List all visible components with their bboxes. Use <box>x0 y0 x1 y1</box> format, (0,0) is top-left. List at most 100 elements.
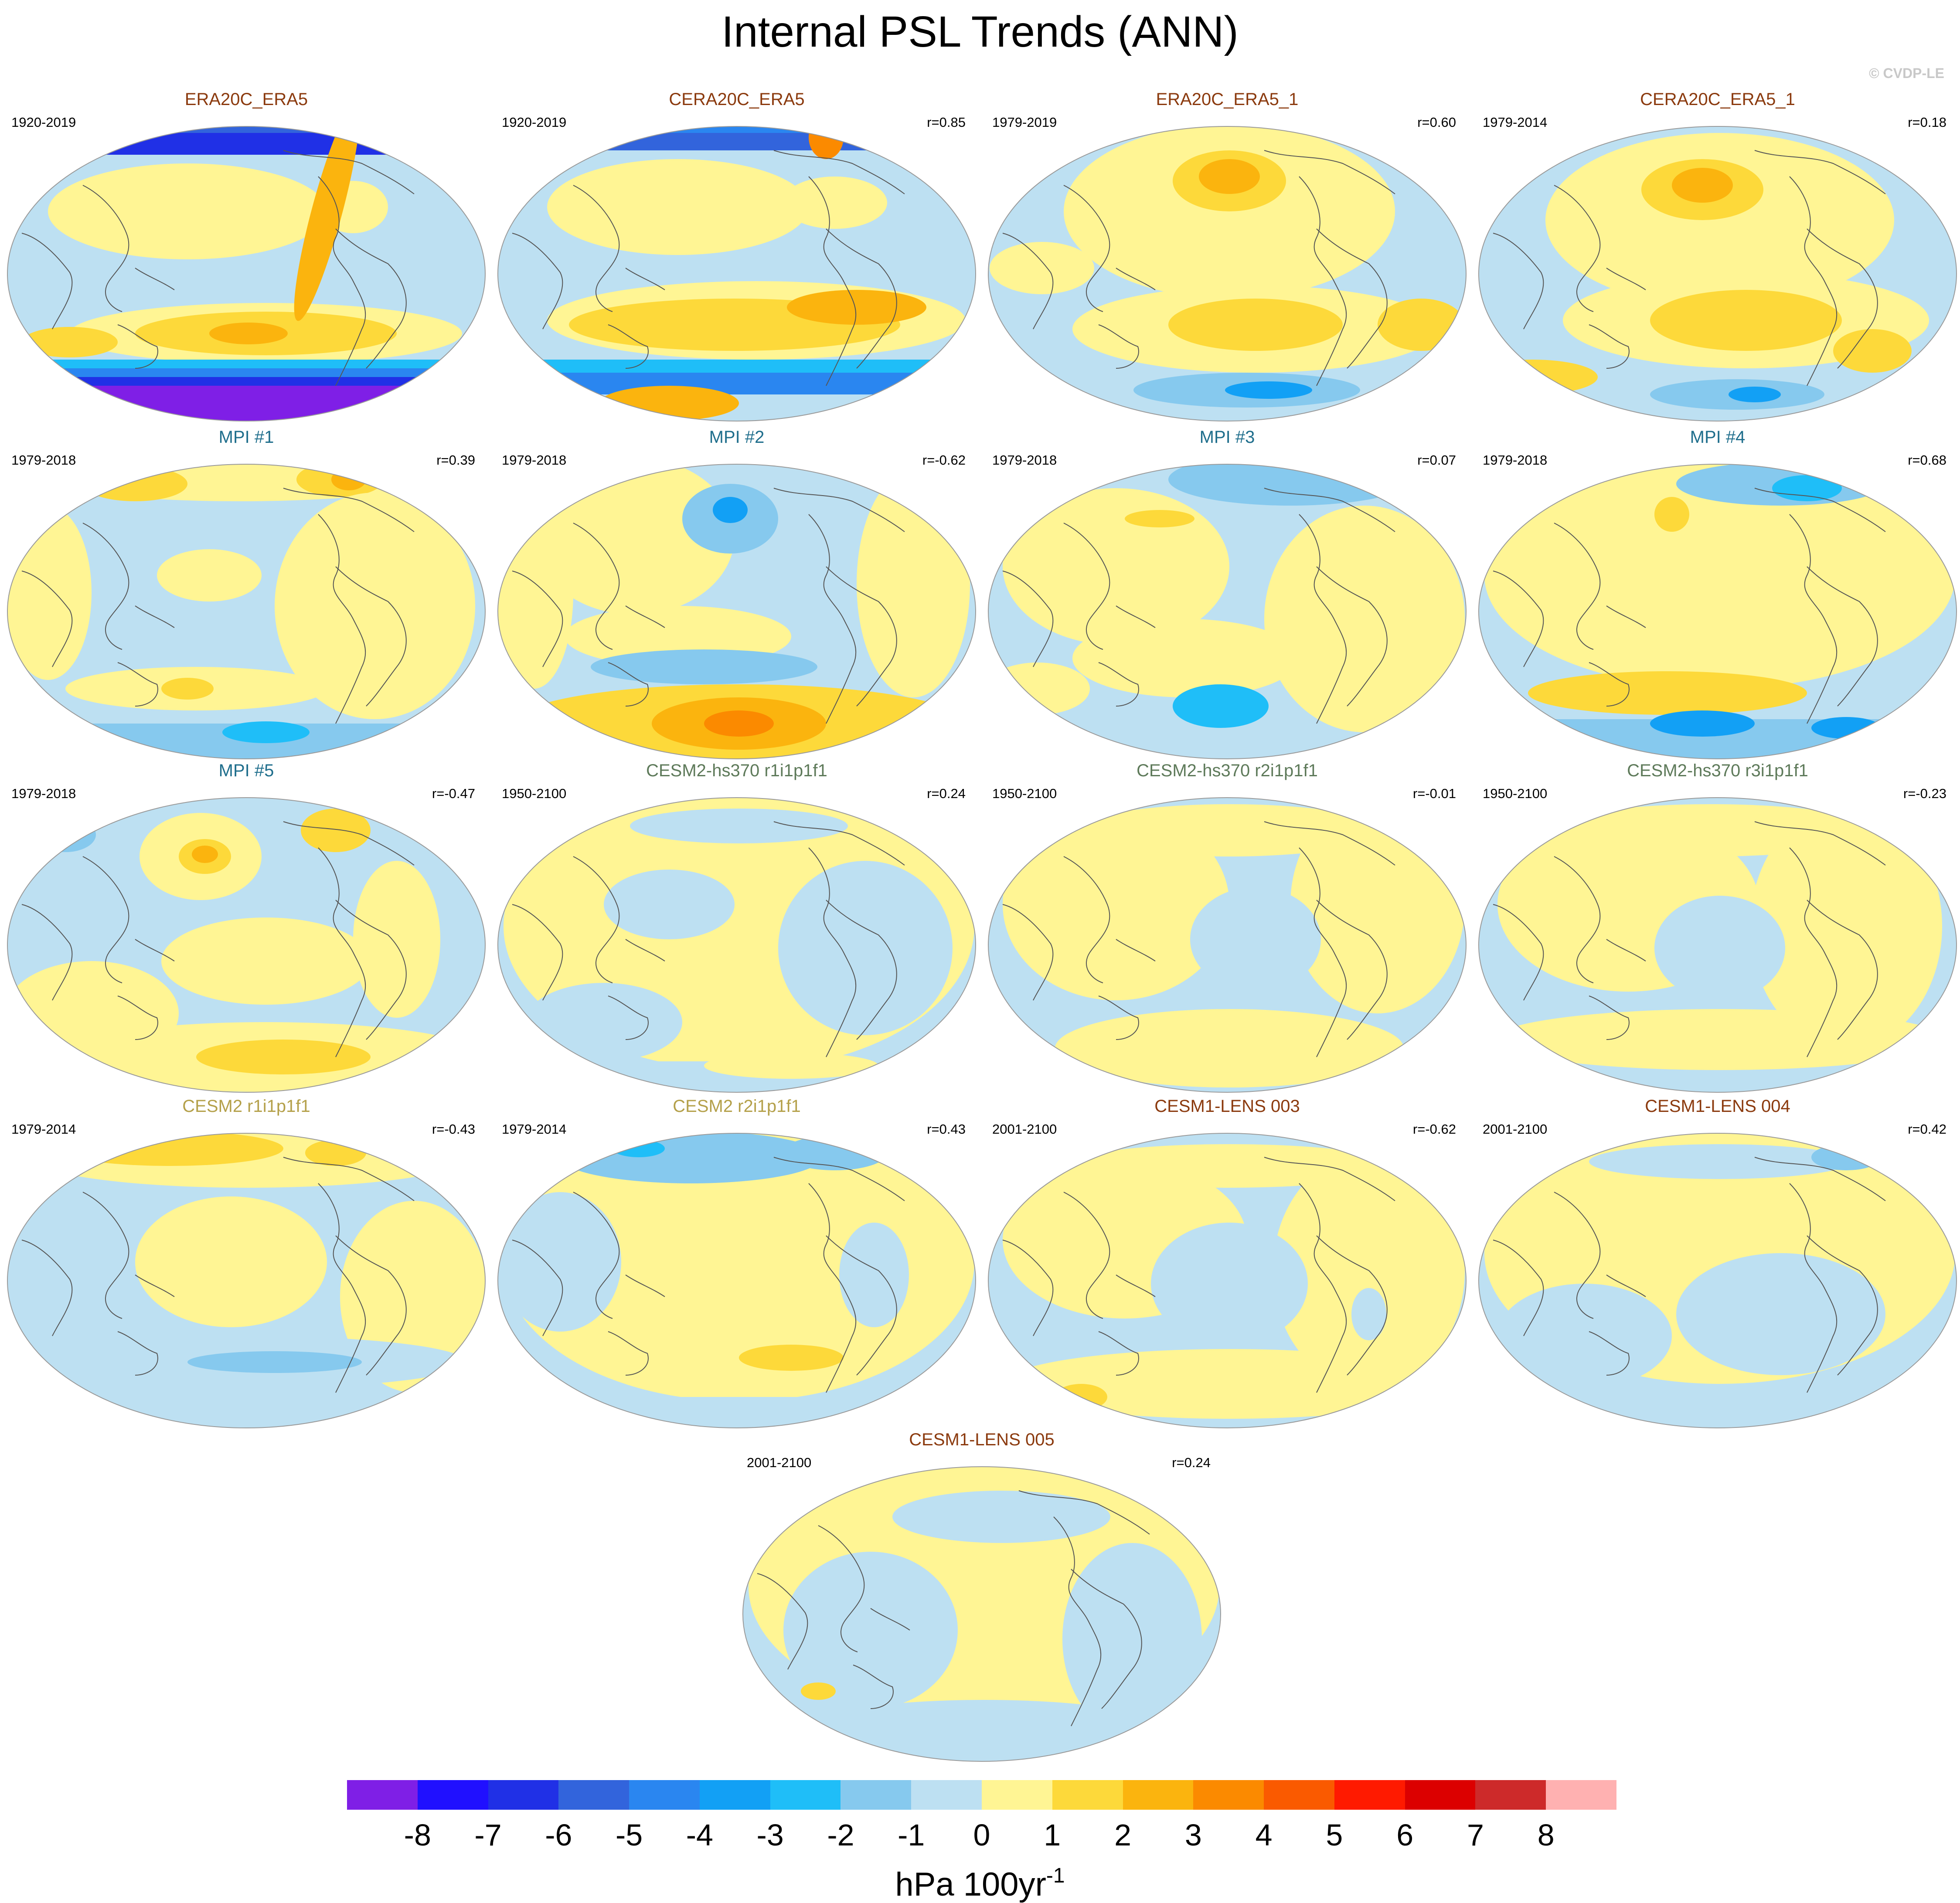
panel-correlation: r=0.68 <box>1908 452 1946 468</box>
panel-title: CESM2 r1i1p1f1 <box>182 1097 310 1116</box>
map-panel: CESM1-LENS 005 2001-2100 r=0.24 <box>740 1421 1224 1762</box>
map-panel: CESM2-hs370 r3i1p1f1 1950-2100 r=-0.23 <box>1476 752 1960 1093</box>
panel-title: CERA20C_ERA5 <box>669 90 805 109</box>
map-panel: ERA20C_ERA5_1 1979-2019 r=0.60 <box>985 81 1469 421</box>
map-panel: MPI #3 1979-2018 r=0.07 <box>985 418 1469 759</box>
panel-title: MPI #2 <box>709 428 765 447</box>
colorbar-tick-label: 3 <box>1184 1818 1202 1852</box>
colorbar-tick-label: -4 <box>686 1818 713 1852</box>
trend-map <box>1478 1133 1957 1428</box>
colorbar-swatch <box>417 1780 489 1810</box>
panel-correlation: r=-0.23 <box>1903 786 1946 801</box>
panel-title: CESM1-LENS 004 <box>1645 1097 1790 1116</box>
colorbar-swatch <box>982 1780 1053 1810</box>
colorbar-swatch <box>1475 1780 1546 1810</box>
panel-title: MPI #1 <box>218 428 274 447</box>
panel-period: 1979-2018 <box>1483 452 1548 468</box>
watermark: © CVDP-LE <box>1869 65 1944 81</box>
colorbar-swatch <box>1123 1780 1194 1810</box>
trend-map <box>497 464 976 759</box>
panel-period: 1979-2018 <box>11 786 76 801</box>
panel-title: CESM2-hs370 r1i1p1f1 <box>646 761 827 780</box>
colorbar-swatch <box>558 1780 630 1810</box>
colorbar-swatch <box>629 1780 700 1810</box>
map-panel: CESM2-hs370 r1i1p1f1 1950-2100 r=0.24 <box>495 752 979 1093</box>
panel-correlation: r=0.39 <box>436 452 475 468</box>
map-panel: CESM1-LENS 003 2001-2100 r=-0.62 <box>985 1087 1469 1428</box>
colorbar-swatch <box>488 1780 559 1810</box>
panel-period: 1920-2019 <box>502 115 567 130</box>
panel-title: CESM1-LENS 003 <box>1154 1097 1300 1116</box>
panel-correlation: r=0.24 <box>1172 1455 1211 1470</box>
colorbar-swatch <box>1052 1780 1123 1810</box>
figure-title: Internal PSL Trends (ANN) <box>721 7 1239 56</box>
panel-title: MPI #4 <box>1690 428 1746 447</box>
trend-map <box>988 464 1467 759</box>
trend-map <box>988 1133 1467 1428</box>
colorbar-tick-label: -3 <box>756 1818 784 1852</box>
trend-map <box>1478 464 1957 759</box>
colorbar-swatch <box>699 1780 771 1810</box>
panel-period: 1979-2014 <box>11 1121 76 1137</box>
colorbar-units-exponent: -1 <box>1046 1864 1065 1887</box>
colorbar-units-main: hPa 100yr <box>895 1866 1046 1903</box>
trend-map <box>7 797 486 1093</box>
colorbar-swatch <box>770 1780 841 1810</box>
panel-period: 1979-2018 <box>992 452 1057 468</box>
map-panel: CESM2 r2i1p1f1 1979-2014 r=0.43 <box>495 1087 979 1428</box>
panel-correlation: r=-0.01 <box>1412 786 1456 801</box>
colorbar-tick-label: -6 <box>545 1818 572 1852</box>
map-panel: CESM2-hs370 r2i1p1f1 1950-2100 r=-0.01 <box>985 752 1469 1093</box>
colorbar-tick-label: 6 <box>1396 1818 1414 1852</box>
panel-title: MPI #5 <box>218 761 274 780</box>
colorbar-swatch <box>1546 1780 1617 1810</box>
panel-correlation: r=-0.62 <box>1412 1121 1456 1137</box>
map-panel: CERA20C_ERA5 1920-2019 r=0.85 <box>495 81 979 421</box>
map-panel: MPI #4 1979-2018 r=0.68 <box>1476 418 1960 759</box>
panel-title: CESM2 r2i1p1f1 <box>673 1097 801 1116</box>
panel-title: ERA20C_ERA5_1 <box>1156 90 1299 109</box>
panel-period: 2001-2100 <box>747 1455 812 1470</box>
panel-correlation: r=0.42 <box>1908 1121 1946 1137</box>
trend-map <box>988 126 1467 421</box>
panel-title: CESM1-LENS 005 <box>909 1430 1055 1449</box>
colorbar-swatch <box>1193 1780 1264 1810</box>
map-panel: CERA20C_ERA5_1 1979-2014 r=0.18 <box>1476 81 1960 421</box>
panel-correlation: r=-0.47 <box>432 786 475 801</box>
colorbar-tick-label: -5 <box>615 1818 643 1852</box>
colorbar-tick-label: 7 <box>1467 1818 1484 1852</box>
colorbar-tick-label: 0 <box>973 1818 990 1852</box>
colorbar <box>347 1780 1617 1810</box>
map-panel: MPI #1 1979-2018 r=0.39 <box>4 418 488 759</box>
colorbar-tick-label: 5 <box>1326 1818 1343 1852</box>
map-panel: ERA20C_ERA5 1920-2019 <box>4 81 488 421</box>
panel-correlation: r=0.07 <box>1417 452 1456 468</box>
trend-map <box>7 1133 486 1428</box>
panel-title: MPI #3 <box>1199 428 1255 447</box>
panel-period: 2001-2100 <box>1483 1121 1548 1137</box>
panel-title: ERA20C_ERA5 <box>184 90 308 109</box>
panel-title: CESM2-hs370 r3i1p1f1 <box>1627 761 1808 780</box>
trend-map <box>1478 126 1957 421</box>
colorbar-tick-label: -7 <box>474 1818 502 1852</box>
panel-period: 1920-2019 <box>11 115 76 130</box>
panel-period: 1979-2018 <box>502 452 567 468</box>
colorbar-tick-label: -1 <box>898 1818 925 1852</box>
panel-title: CERA20C_ERA5_1 <box>1640 90 1795 109</box>
colorbar-swatch <box>347 1780 418 1810</box>
trend-map <box>988 797 1467 1093</box>
colorbar-swatch <box>1264 1780 1335 1810</box>
panel-correlation: r=0.60 <box>1417 115 1456 130</box>
panel-period: 1950-2100 <box>992 786 1057 801</box>
colorbar-swatch <box>1405 1780 1476 1810</box>
panel-period: 1979-2014 <box>1483 115 1548 130</box>
panel-correlation: r=0.43 <box>927 1121 966 1137</box>
colorbar-swatch <box>840 1780 912 1810</box>
panel-period: 1950-2100 <box>502 786 567 801</box>
trend-map <box>742 1466 1221 1762</box>
panel-correlation: r=0.24 <box>927 786 966 801</box>
trend-map <box>1478 797 1957 1093</box>
panel-correlation: r=0.85 <box>927 115 966 130</box>
colorbar-swatch <box>911 1780 982 1810</box>
colorbar-swatch <box>1334 1780 1405 1810</box>
